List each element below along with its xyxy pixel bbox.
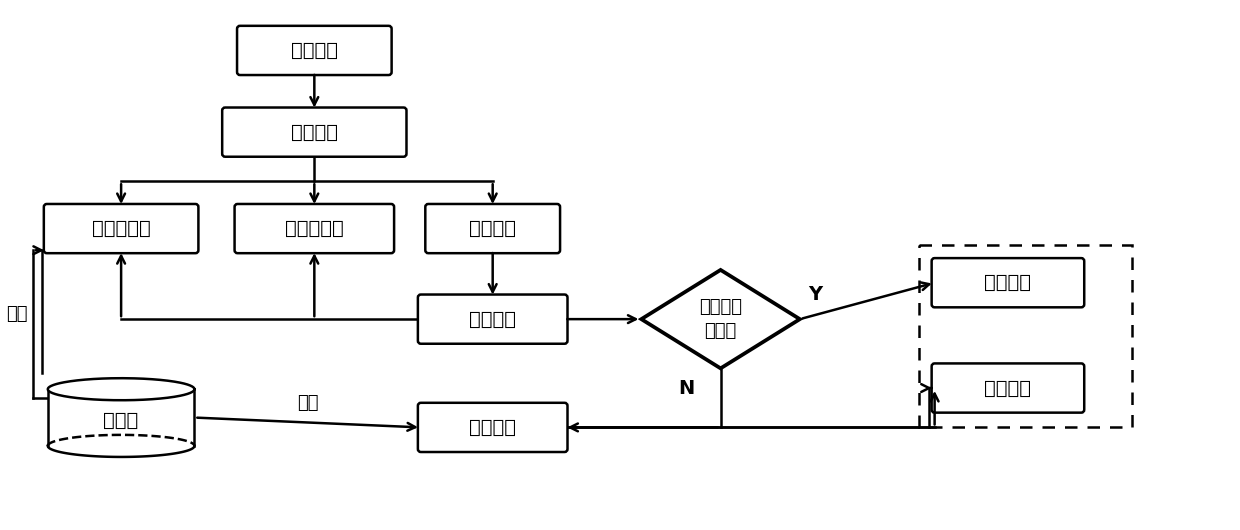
Text: 用户登录: 用户登录 xyxy=(291,122,337,142)
Polygon shape xyxy=(641,270,800,368)
Text: 工艺定义: 工艺定义 xyxy=(469,219,516,238)
Text: 工艺方案: 工艺方案 xyxy=(985,378,1032,398)
Text: 授权用户: 授权用户 xyxy=(291,41,337,60)
Text: 基础数据库: 基础数据库 xyxy=(92,219,150,238)
Text: 调用: 调用 xyxy=(296,394,319,412)
Text: 工艺推理: 工艺推理 xyxy=(469,418,516,437)
FancyBboxPatch shape xyxy=(418,403,568,452)
Text: 工艺知识库: 工艺知识库 xyxy=(285,219,343,238)
FancyBboxPatch shape xyxy=(931,364,1084,413)
FancyBboxPatch shape xyxy=(43,204,198,253)
FancyBboxPatch shape xyxy=(237,26,392,75)
Text: 获取相似
旧实例: 获取相似 旧实例 xyxy=(699,298,742,340)
Text: 工艺实例: 工艺实例 xyxy=(985,273,1032,292)
Text: 调用: 调用 xyxy=(6,305,27,323)
FancyBboxPatch shape xyxy=(931,258,1084,307)
Text: 实例优选: 实例优选 xyxy=(469,310,516,329)
FancyBboxPatch shape xyxy=(222,108,407,157)
Text: 数据库: 数据库 xyxy=(103,411,139,430)
Text: N: N xyxy=(678,378,694,398)
FancyBboxPatch shape xyxy=(418,295,568,344)
Polygon shape xyxy=(48,378,195,400)
Bar xyxy=(919,245,1132,427)
Text: Y: Y xyxy=(807,285,822,304)
FancyBboxPatch shape xyxy=(234,204,394,253)
FancyBboxPatch shape xyxy=(425,204,560,253)
Bar xyxy=(48,389,195,446)
